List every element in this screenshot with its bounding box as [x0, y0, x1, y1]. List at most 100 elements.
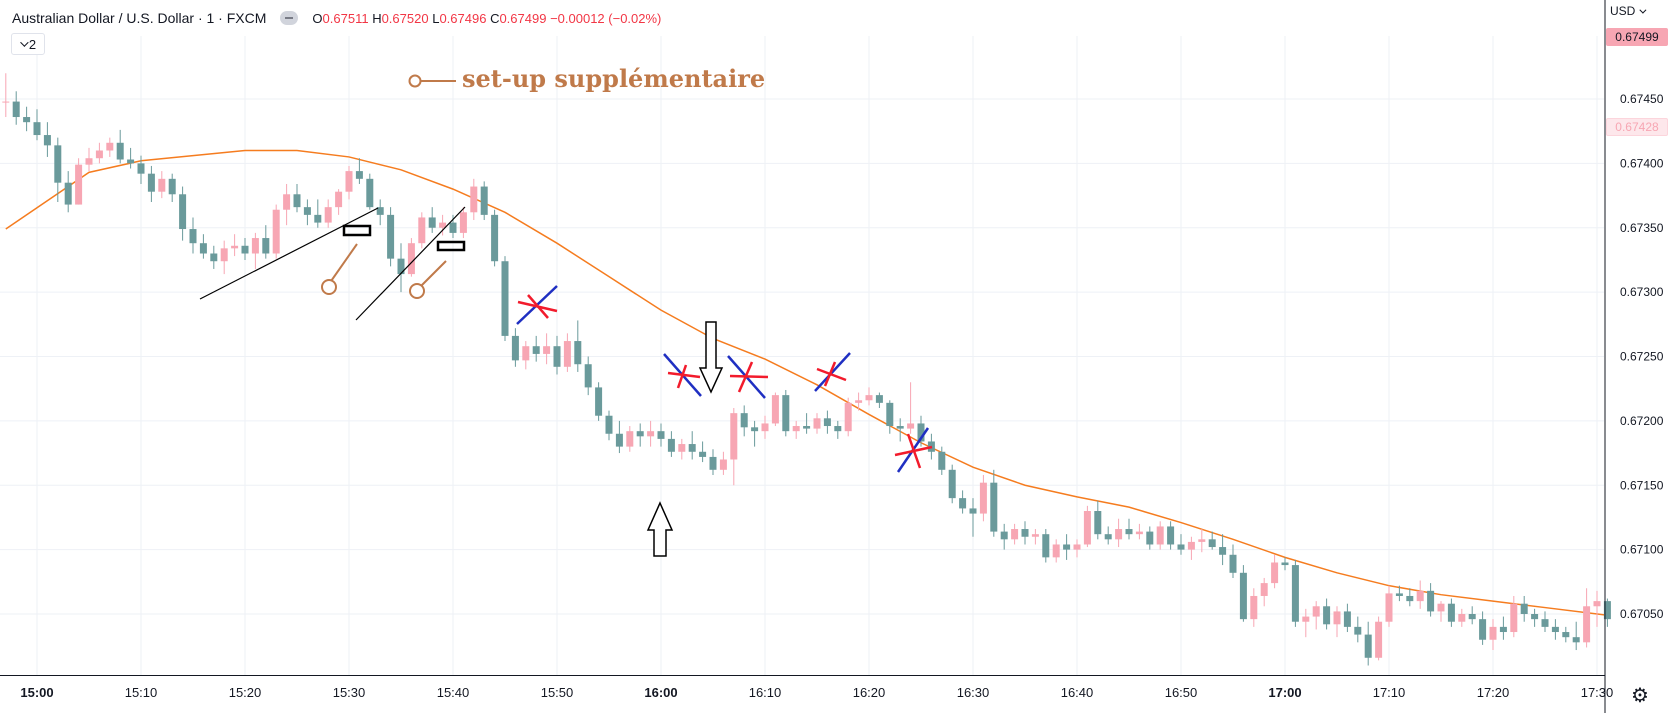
candle-body — [1312, 606, 1320, 617]
candle-body — [1583, 606, 1591, 643]
candle — [865, 387, 873, 406]
cross-mark-1[interactable] — [516, 285, 558, 325]
candle-body — [199, 243, 207, 254]
candle-body — [771, 395, 779, 424]
candle-body — [709, 456, 717, 470]
candle-body — [1520, 603, 1528, 614]
candle-body — [990, 482, 998, 532]
candle-body — [1364, 634, 1372, 658]
ohlc-close-value: 0.67499 — [499, 10, 547, 26]
candle-body — [231, 245, 239, 249]
candle — [1177, 534, 1185, 555]
setup-pointer-2[interactable] — [409, 260, 447, 299]
candle-body — [1073, 544, 1081, 550]
setup-pointer-1[interactable] — [321, 243, 358, 295]
candle-body — [293, 194, 301, 208]
candle-body — [553, 346, 561, 367]
candle-body — [969, 508, 977, 514]
candle-body — [1198, 539, 1206, 542]
candle-body — [626, 431, 634, 447]
candle — [1510, 595, 1518, 638]
candle-body — [522, 346, 530, 361]
candle-body — [1063, 544, 1071, 550]
candle — [522, 341, 530, 370]
candle — [491, 209, 499, 267]
chart-settings-gear-icon[interactable]: ⚙ — [1631, 684, 1649, 707]
indicators-collapse-button[interactable]: 2 — [11, 33, 45, 55]
candle-body — [636, 431, 644, 437]
candle — [355, 158, 363, 184]
ohlc-change: −0.00012 (−0.02%) — [550, 10, 662, 26]
candle — [553, 335, 561, 375]
cross-mark-2[interactable] — [663, 353, 702, 397]
candle-body — [657, 431, 665, 439]
y-tick-label: 0.67050 — [1620, 607, 1664, 621]
x-tick-label: 16:30 — [957, 685, 990, 700]
candle-body — [1437, 603, 1445, 612]
candle-body — [33, 122, 41, 136]
candle — [199, 234, 207, 259]
candle — [1343, 603, 1351, 633]
candle-body — [1135, 531, 1143, 535]
arrow-up-marker[interactable] — [646, 501, 674, 557]
candle-body — [407, 243, 415, 275]
candle-body — [1291, 565, 1299, 622]
candle-body — [1219, 547, 1227, 555]
cross-mark-3[interactable] — [727, 355, 769, 399]
candle-body — [782, 395, 790, 432]
cross-mark-4[interactable] — [814, 352, 851, 392]
candle — [241, 238, 249, 260]
candle — [563, 333, 571, 372]
setup-box-1[interactable] — [342, 224, 372, 237]
setup-annotation[interactable]: set-up supplémentaire — [408, 64, 765, 93]
symbol-title[interactable]: Australian Dollar / U.S. Dollar · 1 · FX… — [12, 10, 267, 26]
candle — [1000, 523, 1008, 550]
candle — [886, 400, 894, 434]
candle — [917, 415, 925, 447]
candle-body — [959, 498, 967, 509]
candle — [1187, 536, 1195, 560]
candle-body — [376, 207, 384, 215]
candle — [23, 106, 31, 132]
currency-selector[interactable]: USD — [1610, 4, 1647, 18]
candle-body — [137, 163, 145, 174]
candle-body — [938, 451, 946, 470]
cross-mark-5[interactable] — [894, 427, 933, 473]
ohlc-close-key: C — [490, 10, 500, 26]
moving-average-line[interactable] — [5, 149, 1608, 617]
candle — [179, 186, 187, 241]
candle — [1229, 544, 1237, 578]
candle-body — [813, 418, 821, 429]
ohlc-high-value: 0.67520 — [381, 10, 429, 26]
arrow-down-marker[interactable] — [698, 321, 724, 394]
indicators-count: 2 — [28, 36, 37, 52]
x-tick-label: 16:00 — [644, 685, 677, 700]
candle-body — [355, 171, 363, 179]
candle-body — [855, 400, 863, 403]
candle — [116, 129, 124, 164]
candle — [678, 438, 686, 460]
candle-body — [1499, 626, 1507, 633]
candle — [1447, 598, 1455, 627]
setup-box-2[interactable] — [436, 240, 466, 252]
candle — [532, 335, 540, 362]
candle — [834, 420, 842, 439]
candle — [896, 418, 904, 442]
candle-body — [1593, 601, 1601, 607]
candle — [574, 320, 582, 372]
candle — [1271, 554, 1279, 589]
candle — [54, 137, 62, 202]
trendline-2[interactable] — [355, 206, 466, 321]
candle — [1572, 621, 1580, 651]
candle — [761, 415, 769, 439]
hide-series-icon[interactable] — [280, 11, 299, 25]
candle — [595, 382, 603, 421]
trendline-1[interactable] — [199, 207, 379, 300]
candle — [1115, 518, 1123, 548]
candle — [272, 204, 280, 259]
moving-average-layer — [5, 149, 1608, 617]
candle — [875, 392, 883, 408]
candle — [428, 207, 436, 233]
